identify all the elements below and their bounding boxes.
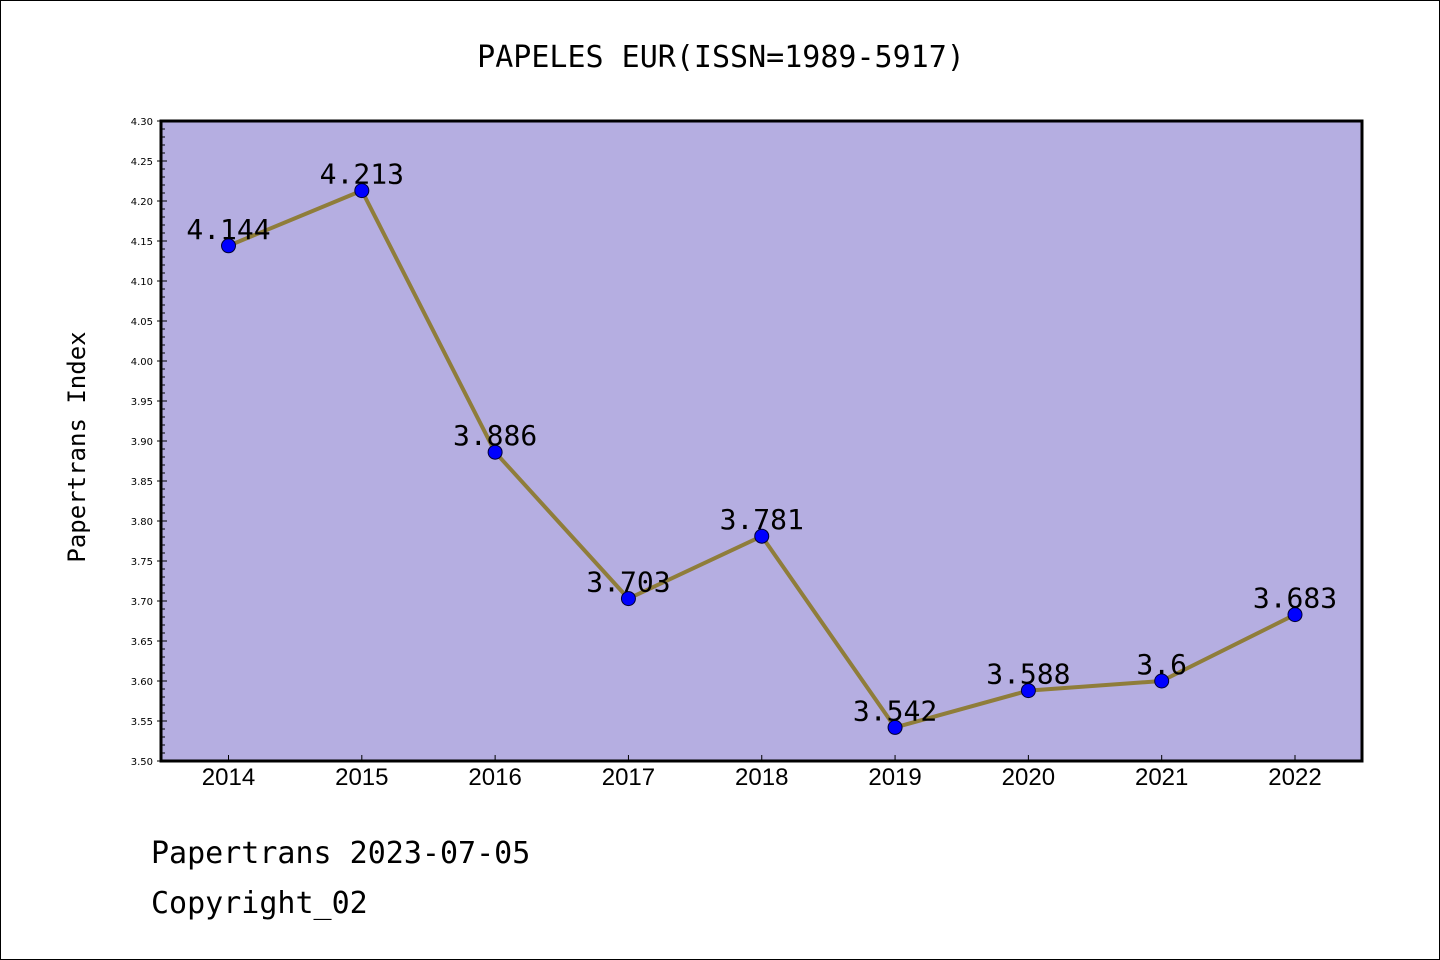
y-tick-label: 3.70: [131, 597, 153, 608]
footer-copyright-line: Copyright_02: [151, 886, 368, 921]
x-axis: 2014 2015 2016 2017 2018 2019 2020 2021 2022: [202, 755, 1322, 791]
y-tick-label: 3.60: [131, 677, 153, 688]
data-point: [620, 591, 636, 607]
footer-date-line: Papertrans 2023-07-05: [151, 836, 531, 871]
y-tick-label: 4.00: [131, 357, 153, 368]
y-tick-label: 3.95: [131, 397, 153, 408]
y-tick-label: 3.75: [131, 557, 153, 568]
plot-area: [159, 119, 1364, 763]
data-label: 3.6: [1136, 648, 1187, 681]
data-label: 3.683: [1253, 582, 1337, 615]
data-label: 3.781: [720, 503, 804, 536]
data-point: [1154, 673, 1170, 689]
y-axis: 3.50 3.55 3.60 3.65 3.70 3.75 3.80 3.85 3.90 3.95…: [131, 117, 167, 768]
y-tick-label: 4.30: [131, 117, 153, 128]
y-tick-label: 3.50: [131, 757, 153, 768]
data-point: [754, 528, 770, 544]
y-axis-label: Papertrans Index: [63, 331, 91, 562]
y-tick-label: 3.65: [131, 637, 153, 648]
data-point: [487, 444, 503, 460]
x-tick-label: 2018: [735, 764, 788, 791]
data-label: 3.588: [986, 658, 1070, 691]
x-tick-label: 2014: [202, 764, 255, 791]
y-tick-label: 3.80: [131, 517, 153, 528]
x-tick-label: 2016: [468, 764, 521, 791]
x-tick-label: 2017: [602, 764, 655, 791]
y-tick-label: 4.10: [131, 277, 153, 288]
data-label: 4.213: [320, 158, 404, 191]
chart-title: PAPELES EUR(ISSN=1989-5917): [477, 40, 965, 75]
data-series: 4.144 4.213 3.886 3.703 3.781 3.542 3.588 3.6 3.…: [186, 158, 1337, 735]
x-tick-label: 2021: [1135, 764, 1188, 791]
data-point: [1287, 607, 1303, 623]
x-tick-label: 2015: [335, 764, 388, 791]
data-point: [1020, 683, 1036, 699]
data-label: 3.886: [453, 419, 537, 452]
data-point: [354, 183, 370, 199]
y-tick-label: 3.85: [131, 477, 153, 488]
y-tick-label: 4.20: [131, 197, 153, 208]
y-tick-label: 4.15: [131, 237, 153, 248]
y-tick-label: 4.25: [131, 157, 153, 168]
y-tick-label: 3.55: [131, 717, 153, 728]
data-label: 3.703: [586, 566, 670, 599]
data-label: 4.144: [186, 213, 270, 246]
data-point: [221, 238, 236, 254]
x-tick-label: 2020: [1002, 764, 1055, 791]
data-label: 3.542: [853, 694, 937, 727]
x-tick-label: 2022: [1268, 764, 1321, 791]
x-tick-label: 2019: [868, 764, 921, 791]
y-tick-label: 4.05: [131, 317, 153, 328]
data-point: [887, 719, 903, 735]
y-tick-label: 3.90: [131, 437, 153, 448]
